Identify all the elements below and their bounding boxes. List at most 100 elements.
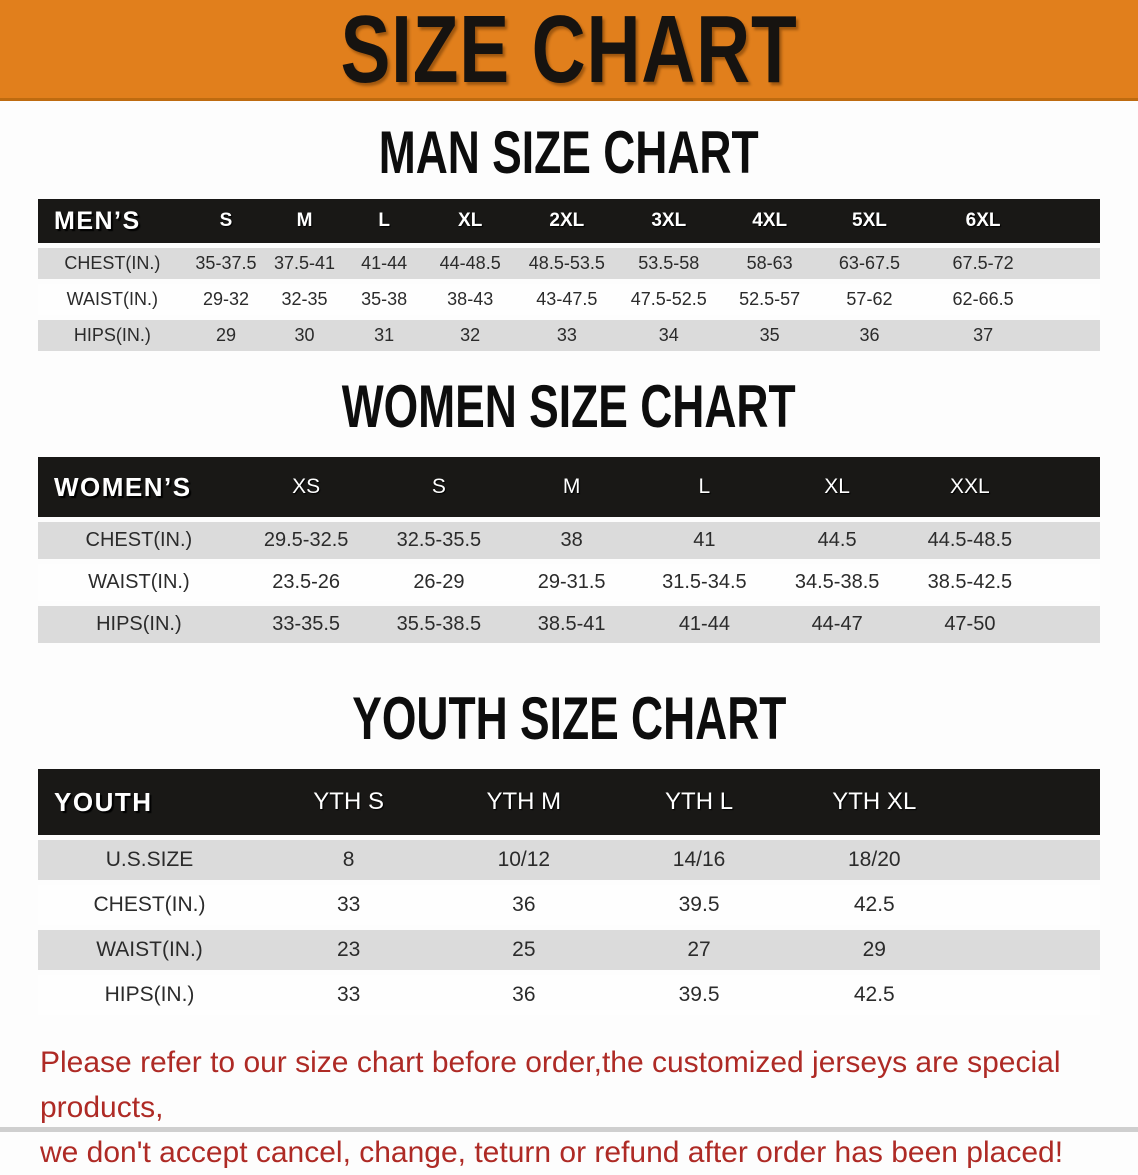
men-chest-row: CHEST(IN.) 35-37.5 37.5-41 41-44 44-48.5…: [38, 248, 1100, 279]
size-value-cell: 36: [512, 983, 536, 1006]
size-value-cell: 33-35.5: [272, 613, 341, 635]
spacer-cell: [962, 885, 1100, 925]
size-value-cell: 41-44: [678, 613, 730, 635]
size-value-cell: 10/12: [497, 848, 551, 871]
youth-chest-row: CHEST(IN.) 33 36 39.5 42.5: [38, 885, 1100, 925]
size-value-cell: 29.5-32.5: [263, 529, 349, 551]
youth-column-header: YTH XL: [832, 788, 917, 815]
youth-section: YOUTH SIZE CHART: [0, 685, 1138, 752]
size-value-cell: 29-32: [202, 289, 249, 309]
size-value-cell: 35.5-38.5: [396, 613, 482, 635]
size-value-cell: 53.5-58: [638, 253, 700, 273]
size-value-cell: 32.5-35.5: [396, 529, 482, 551]
youth-ussize-row: U.S.SIZE 8 10/12 14/16 18/20: [38, 840, 1100, 880]
women-header-row: WOMEN’S XS S M L XL XXL: [38, 457, 1100, 517]
men-column-header: 4XL: [752, 210, 788, 231]
row-label-cell: WAIST(IN.): [88, 571, 190, 593]
women-column-header: XS: [292, 475, 321, 498]
row-label-cell: HIPS(IN.): [104, 983, 195, 1006]
size-value-cell: 47-50: [944, 613, 996, 635]
size-value-cell: 35-38: [361, 289, 408, 309]
youth-section-heading: YOUTH SIZE CHART: [351, 685, 787, 752]
size-value-cell: 31: [374, 325, 395, 345]
men-column-header: 6XL: [965, 210, 1001, 231]
size-value-cell: 14/16: [672, 848, 726, 871]
size-value-cell: 34.5-38.5: [794, 571, 880, 593]
spacer-cell: [962, 840, 1100, 880]
size-value-cell: 36: [859, 325, 880, 345]
size-value-cell: 8: [342, 848, 355, 871]
size-value-cell: 25: [512, 938, 536, 961]
size-value-cell: 32-35: [281, 289, 328, 309]
row-label-cell: HIPS(IN.): [73, 325, 151, 345]
spacer-cell: [1036, 522, 1100, 559]
size-value-cell: 29-31.5: [537, 571, 606, 593]
size-value-cell: 30: [294, 325, 315, 345]
men-column-header: S: [219, 210, 233, 231]
men-size-table: MEN’S S M L XL 2XL 3XL 4XL 5XL 6XL CHEST…: [38, 194, 1100, 356]
youth-column-header: YTH M: [486, 788, 562, 815]
women-column-header: L: [698, 475, 711, 498]
size-value-cell: 33: [556, 325, 577, 345]
size-value-cell: 63-67.5: [838, 253, 900, 273]
women-size-table: WOMEN’S XS S M L XL XXL CHEST(IN.) 29.5-…: [38, 452, 1100, 648]
row-label-cell: WAIST(IN.): [66, 289, 158, 309]
size-value-cell: 35-37.5: [195, 253, 257, 273]
women-column-header: XL: [824, 475, 850, 498]
men-table-label: MEN’S: [54, 206, 141, 235]
size-value-cell: 37: [973, 325, 994, 345]
size-value-cell: 34: [658, 325, 679, 345]
size-value-cell: 57-62: [846, 289, 893, 309]
women-chest-row: CHEST(IN.) 29.5-32.5 32.5-35.5 38 41 44.…: [38, 522, 1100, 559]
size-value-cell: 35: [759, 325, 780, 345]
size-value-cell: 41-44: [361, 253, 408, 273]
spacer-cell: [1047, 284, 1100, 315]
size-value-cell: 44.5: [817, 529, 857, 551]
bottom-edge: [0, 1127, 1138, 1132]
size-value-cell: 23.5-26: [272, 571, 341, 593]
men-column-header: M: [296, 210, 313, 231]
men-column-header: 3XL: [651, 210, 687, 231]
women-table-label: WOMEN’S: [54, 471, 192, 502]
men-column-header: XL: [458, 210, 483, 231]
size-value-cell: 44-47: [811, 613, 863, 635]
row-label-cell: U.S.SIZE: [105, 848, 194, 871]
size-value-cell: 44.5-48.5: [927, 529, 1013, 551]
spacer-cell: [1047, 248, 1100, 279]
size-value-cell: 36: [512, 893, 536, 916]
size-value-cell: 42.5: [853, 983, 895, 1006]
size-value-cell: 58-63: [746, 253, 793, 273]
footer-note: Please refer to our size chart before or…: [40, 1040, 1118, 1175]
spacer-cell: [962, 930, 1100, 970]
footer-line1: Please refer to our size chart before or…: [40, 1046, 1061, 1124]
row-label-cell: CHEST(IN.): [93, 893, 206, 916]
women-column-header: S: [431, 475, 446, 498]
banner: SIZE CHART: [0, 0, 1138, 101]
size-value-cell: 48.5-53.5: [528, 253, 605, 273]
size-value-cell: 27: [687, 938, 711, 961]
men-column-header: L: [378, 210, 390, 231]
size-value-cell: 38.5-41: [537, 613, 606, 635]
women-hips-row: HIPS(IN.) 33-35.5 35.5-38.5 38.5-41 41-4…: [38, 606, 1100, 643]
women-waist-row: WAIST(IN.) 23.5-26 26-29 29-31.5 31.5-34…: [38, 564, 1100, 601]
youth-waist-row: WAIST(IN.) 23 25 27 29: [38, 930, 1100, 970]
men-section-heading: MAN SIZE CHART: [379, 119, 759, 186]
youth-column-header: YTH L: [665, 788, 734, 815]
size-value-cell: 39.5: [678, 983, 720, 1006]
size-value-cell: 33: [336, 893, 361, 916]
women-column-header: M: [562, 475, 581, 498]
men-waist-row: WAIST(IN.) 29-32 32-35 35-38 38-43 43-47…: [38, 284, 1100, 315]
size-value-cell: 52.5-57: [739, 289, 801, 309]
youth-column-header: YTH S: [313, 788, 384, 815]
size-value-cell: 62-66.5: [952, 289, 1014, 309]
size-value-cell: 41: [693, 529, 716, 551]
spacer-cell: [962, 975, 1100, 1015]
men-header-row: MEN’S S M L XL 2XL 3XL 4XL 5XL 6XL: [38, 199, 1100, 243]
men-column-header: 2XL: [549, 210, 585, 231]
size-value-cell: 38-43: [447, 289, 494, 309]
women-section-heading: WOMEN SIZE CHART: [342, 373, 796, 440]
row-label-cell: HIPS(IN.): [96, 613, 182, 635]
banner-title: SIZE CHART: [340, 0, 798, 103]
size-value-cell: 37.5-41: [274, 253, 336, 273]
size-value-cell: 38.5-42.5: [927, 571, 1013, 593]
